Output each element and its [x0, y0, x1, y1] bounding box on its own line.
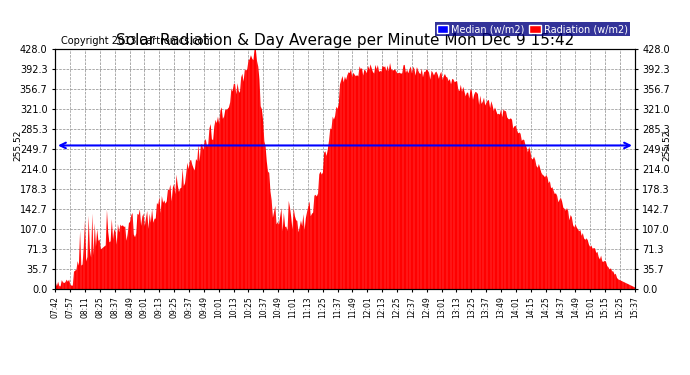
Text: Copyright 2013 Cartronics.com: Copyright 2013 Cartronics.com — [61, 36, 213, 46]
Text: 255.52: 255.52 — [662, 130, 671, 161]
Text: 255.52: 255.52 — [13, 130, 22, 161]
Legend: Median (w/m2), Radiation (w/m2): Median (w/m2), Radiation (w/m2) — [435, 22, 630, 36]
Title: Solar Radiation & Day Average per Minute Mon Dec 9 15:42: Solar Radiation & Day Average per Minute… — [116, 33, 574, 48]
